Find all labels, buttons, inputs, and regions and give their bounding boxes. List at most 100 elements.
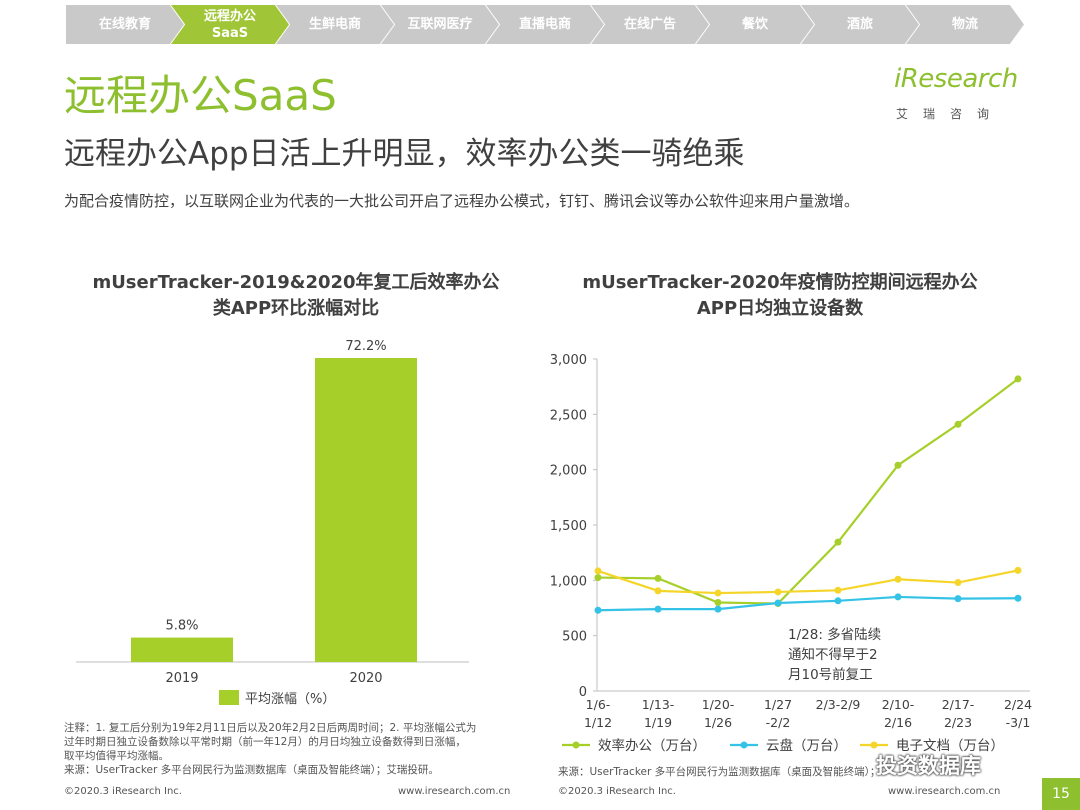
bar-legend-swatch — [219, 690, 239, 705]
series-point — [714, 589, 722, 597]
series-point — [1014, 566, 1022, 574]
nav-tab[interactable]: 餐饮 — [696, 5, 814, 44]
page-subtitle: 远程办公App日活上升明显，效率办公类一骑绝乘 — [64, 136, 745, 172]
legend-label: 云盘（万台） — [766, 737, 847, 754]
x-tick-label: 2/23 — [944, 715, 972, 730]
bar-chart: 5.8% 2019 72.2% 2020 平均涨幅（%） — [76, 339, 469, 707]
nav-tab-label: 在线教育 — [98, 17, 151, 32]
legend-label: 电子文档（万台） — [896, 738, 1004, 754]
x-tick-label: 2/3-2/9 — [816, 697, 861, 712]
footer-copyright-right: ©2020.3 iResearch Inc. — [558, 786, 676, 797]
bar — [131, 637, 233, 662]
footer-copyright: ©2020.3 iResearch Inc. — [64, 786, 182, 797]
nav-tab[interactable]: 远程办公 SaaS — [171, 5, 289, 44]
series-point — [954, 595, 962, 603]
annotation-line: 1/28: 多省陆续 — [788, 626, 881, 643]
x-tick-label: 1/19 — [644, 715, 672, 730]
series-point — [894, 461, 902, 469]
series-line — [597, 569, 1019, 595]
bar-chart-title: mUserTracker-2019&2020年复工后效率办公 类APP环比涨幅对… — [64, 270, 528, 322]
series-point — [834, 597, 842, 605]
bar-chart-title-line2: 类APP环比涨幅对比 — [212, 298, 380, 319]
nav-tab-label: 生鲜电商 — [308, 17, 361, 32]
y-tick-label: 1,000 — [550, 574, 587, 589]
bar-chart-title-line1: mUserTracker-2019&2020年复工后效率办公 — [92, 272, 500, 293]
nav-tab[interactable]: 酒旅 — [801, 5, 919, 44]
annotation-line: 通知不得早于2 — [788, 646, 878, 663]
iresearch-logo: iResearch 艾瑞咨询 — [892, 60, 1032, 126]
chart-annotation: 1/28: 多省陆续通知不得早于2 月10号前复工 — [788, 626, 881, 683]
bar-legend-label: 平均涨幅（%） — [245, 692, 335, 707]
annotation-line: 月10号前复工 — [788, 666, 873, 683]
nav-tab-label: 远程办公 SaaS — [203, 8, 256, 41]
x-tick-label: 2/16 — [884, 715, 912, 730]
y-tick-label: 500 — [562, 630, 587, 645]
footer-url: www.iresearch.com.cn — [398, 786, 511, 797]
x-tick-label: 1/20- — [702, 697, 735, 712]
nav-tab-label: 直播电商 — [518, 17, 571, 32]
y-tick-label: 2,500 — [550, 408, 587, 423]
series-point — [894, 593, 902, 601]
x-tick-label: 1/6- — [586, 697, 611, 712]
x-tick-label: 1/12 — [584, 715, 612, 730]
nav-tab[interactable]: 物流 — [906, 5, 1024, 44]
nav-tab[interactable]: 在线教育 — [66, 5, 184, 44]
y-tick-label: 0 — [579, 685, 587, 700]
logo-subtext: 艾瑞咨询 — [896, 107, 1005, 121]
x-tick-label: 2/10- — [882, 697, 915, 712]
y-tick-label: 2,000 — [550, 464, 587, 479]
page-description: 为配合疫情防控，以互联网企业为代表的一大批公司开启了远程办公模式，钉钉、腾讯会议… — [64, 192, 860, 210]
line-chart-title: mUserTracker-2020年疫情防控期间远程办公 APP日均独立设备数 — [548, 270, 1012, 322]
line-chart: 3,000 2,500 2,000 1,500 1,000 500 01/6- 1/12 1/1… — [550, 353, 1032, 754]
series-point — [654, 605, 662, 613]
nav-tab[interactable]: 在线广告 — [591, 5, 709, 44]
y-tick-label: 3,000 — [550, 353, 587, 368]
series-point — [774, 599, 782, 607]
series-point — [954, 420, 962, 428]
x-tick-label: 2/24 — [1004, 697, 1032, 712]
note-line: 注释：1. 复工后分别为19年2月11日后以及20年2月2日后两周时间；2. 平… — [64, 722, 477, 734]
right-source: 来源：UserTracker 多平台网民行为监测数据库（桌面及智能终端）；艾瑞投… — [558, 766, 878, 778]
series-point — [954, 579, 962, 587]
x-tick-label: 1/26 — [704, 715, 732, 730]
x-tick-label: -3/1 — [1006, 715, 1031, 730]
series-point — [774, 588, 782, 596]
left-source: 来源：UserTracker 多平台网民行为监测数据库（桌面及智能终端）；艾瑞投… — [64, 764, 439, 776]
nav-tab-label: 互联网医疗 — [407, 17, 473, 32]
nav-tab-label: 在线广告 — [623, 17, 676, 32]
y-tick-label: 1,500 — [550, 519, 587, 534]
series-line — [597, 595, 1019, 612]
series-point — [714, 605, 722, 613]
series-point — [654, 574, 662, 582]
logo-text: iResearch — [894, 64, 1018, 94]
nav-tab[interactable]: 生鲜电商 — [276, 5, 394, 44]
line-chart-title-line2: APP日均独立设备数 — [696, 298, 864, 319]
series-point — [654, 587, 662, 595]
series-point — [594, 574, 602, 582]
left-note: 注释：1. 复工后分别为19年2月11日后以及20年2月2日后两周时间；2. 平… — [64, 721, 476, 777]
x-tick-label: 1/27 — [764, 697, 792, 712]
legend-swatch-point — [870, 741, 878, 749]
nav-tab[interactable]: 直播电商 — [486, 5, 604, 44]
legend-label: 效率办公（万台） — [598, 737, 706, 754]
series-point — [894, 575, 902, 583]
bar-data-label: 5.8% — [165, 619, 198, 634]
nav-tab[interactable]: 互联网医疗 — [381, 5, 499, 44]
x-tick-label: 2/17- — [942, 697, 975, 712]
legend-swatch-point — [572, 741, 580, 749]
note-line: 取平均值得平均涨幅。 — [64, 750, 169, 762]
series-point — [834, 586, 842, 594]
series-point — [594, 606, 602, 614]
page-number: 15 — [1042, 778, 1080, 810]
series-point — [834, 538, 842, 546]
footer-url-right: www.iresearch.com.cn — [888, 786, 1001, 797]
x-tick-label: -2/2 — [766, 715, 791, 730]
watermark-text: 投资数据库 — [876, 754, 981, 778]
nav-tab-label: 物流 — [951, 17, 978, 32]
page-title: 远程办公SaaS — [64, 71, 337, 120]
x-tick-label: 1/13- — [642, 697, 675, 712]
nav-tab-label: 酒旅 — [846, 17, 873, 32]
note-line: 过年时期日独立设备数除以平常时期（前一年12月）的月日均独立设备数得到日涨幅， — [64, 736, 466, 748]
series-point — [594, 567, 602, 575]
bar-data-label: 72.2% — [345, 339, 386, 354]
